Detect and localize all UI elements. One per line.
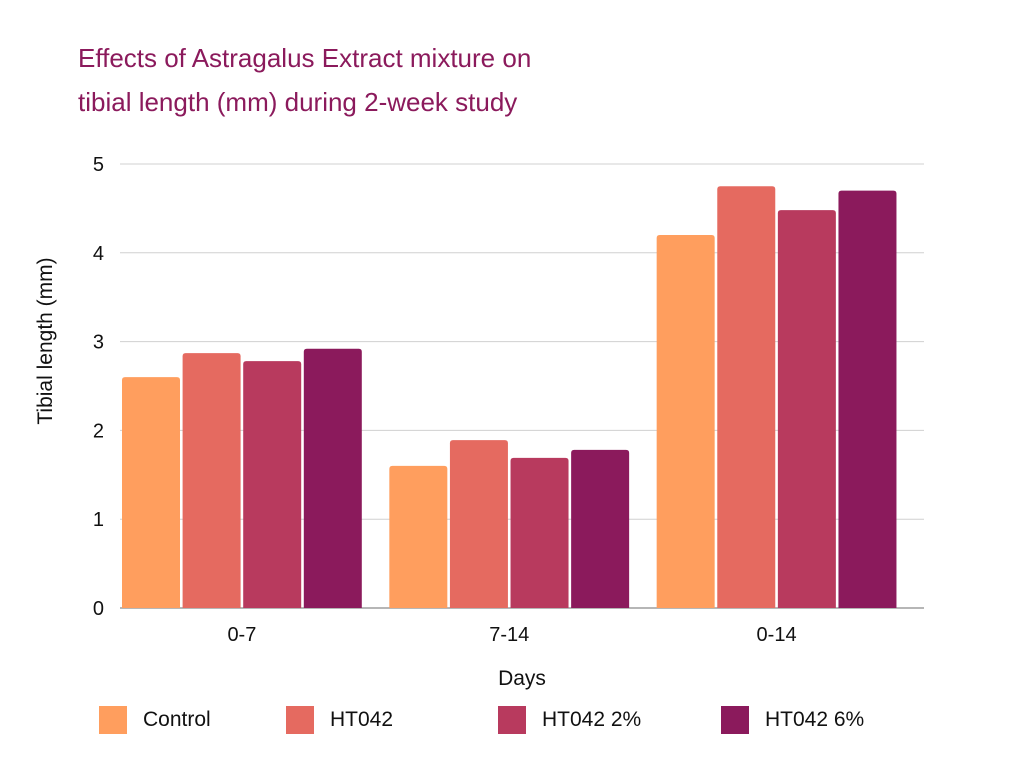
bar-chart: 0 1 2 3 4 5 0-7 7-14 0-14 Days Tibial length (m… — [34, 154, 924, 690]
y-tick-labels: 0 1 2 3 4 5 — [93, 154, 104, 620]
x-tick-label: 0-7 — [227, 624, 256, 646]
y-tick-label: 5 — [93, 154, 104, 176]
chart-title-line-1: Effects of Astragalus Extract mixture on — [78, 43, 532, 73]
legend: Control HT042 HT042 2% HT042 6% — [0, 706, 1024, 738]
bar-ht042-0-14 — [717, 186, 776, 608]
legend-item: HT042 2% — [498, 706, 641, 734]
legend-item: HT042 6% — [721, 706, 864, 734]
bar-ht042-2--0-7 — [243, 361, 302, 608]
legend-label: HT042 6% — [765, 708, 865, 731]
bar-ht042-6--7-14 — [571, 449, 630, 608]
chart-title: Effects of Astragalus Extract mixture on… — [78, 36, 718, 124]
x-tick-label: 7-14 — [489, 624, 529, 646]
legend-swatch — [721, 706, 749, 734]
y-tick-label: 0 — [93, 598, 104, 620]
y-tick-label: 1 — [93, 509, 104, 531]
legend-label: HT042 — [330, 708, 394, 731]
bar-control-7-14 — [389, 465, 448, 608]
bar-control-0-7 — [122, 377, 180, 608]
x-tick-label: 0-14 — [757, 624, 797, 646]
legend-item: Control — [99, 706, 211, 734]
bar-ht042-6--0-7 — [303, 348, 362, 608]
bar-ht042-2--0-14 — [777, 210, 836, 608]
bar-ht042-7-14 — [449, 440, 508, 608]
y-axis-label: Tibial length (mm) — [34, 257, 57, 424]
bar-ht042-0-7 — [182, 353, 241, 608]
y-tick-label: 2 — [93, 420, 104, 442]
bar-control-0-14 — [656, 235, 715, 609]
legend-item: HT042 — [286, 706, 393, 734]
legend-label: Control — [143, 708, 211, 731]
y-tick-label: 4 — [93, 243, 104, 265]
y-tick-label: 3 — [93, 332, 104, 354]
bar-ht042-2--7-14 — [510, 457, 569, 608]
legend-swatch — [286, 706, 314, 734]
legend-swatch — [498, 706, 526, 734]
legend-label: HT042 2% — [542, 708, 642, 731]
bars — [122, 186, 897, 609]
x-axis-label: Days — [498, 667, 546, 690]
legend-swatch — [99, 706, 127, 734]
chart-title-line-2: tibial length (mm) during 2-week study — [78, 87, 518, 117]
x-tick-labels: 0-7 7-14 0-14 — [227, 624, 796, 646]
bar-ht042-6--0-14 — [838, 190, 897, 608]
